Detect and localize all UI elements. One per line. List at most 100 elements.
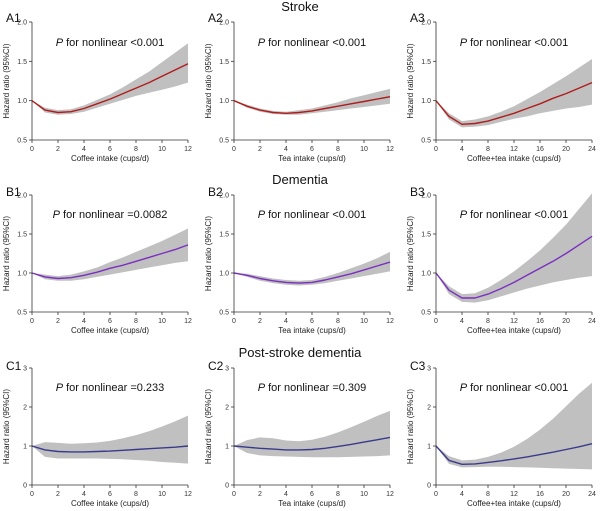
x-tick-label: 8 (336, 146, 340, 153)
x-tick-label: 12 (386, 146, 394, 153)
y-tick-label: 0.5 (421, 138, 431, 145)
x-axis-title: Coffee intake (cups/d) (71, 326, 149, 335)
y-tick-label: 2 (427, 405, 431, 412)
x-axis-title: Tea intake (cups/d) (278, 154, 346, 163)
x-tick-label: 12 (184, 491, 192, 498)
y-tick-label: 0.5 (421, 310, 431, 317)
x-axis-title: Coffee+tea intake (cups/d) (467, 154, 561, 163)
x-tick-label: 8 (486, 318, 490, 325)
x-tick-label: 4 (284, 318, 288, 325)
x-tick-label: 4 (284, 146, 288, 153)
x-tick-label: 10 (360, 491, 368, 498)
p-symbol: P (258, 37, 266, 49)
x-tick-label: 4 (284, 491, 288, 498)
p-nonlinear-note: P for nonlinear =0.309 (258, 382, 367, 394)
x-tick-label: 24 (588, 146, 596, 153)
confidence-band (32, 228, 188, 281)
x-tick-label: 12 (510, 491, 518, 498)
panel-b2: B2 0.5 1.0 1.5 2.0 0 2 4 6 8 10 12 Tea intake (cups/… (204, 185, 394, 335)
y-axis-title: Hazard ratio (95%CI) (406, 389, 415, 464)
y-tick-label: 2.0 (219, 20, 229, 27)
x-axis-title: Coffee intake (cups/d) (71, 499, 149, 508)
y-tick-label: 2.0 (219, 193, 229, 200)
hazard-ratio-line (233, 261, 391, 284)
x-tick-label: 10 (360, 318, 368, 325)
p-symbol: P (460, 382, 468, 394)
hazard-ratio-line (435, 235, 593, 299)
x-axis-title: Tea intake (cups/d) (278, 326, 346, 335)
confidence-band (234, 88, 390, 115)
x-tick-label: 12 (184, 318, 192, 325)
y-tick-label: 3 (23, 366, 27, 373)
y-axis-title: Hazard ratio (95%CI) (2, 389, 11, 464)
p-symbol: P (258, 209, 266, 221)
confidence-band (436, 193, 592, 303)
x-tick-label: 2 (258, 146, 262, 153)
p-symbol: P (53, 209, 61, 221)
row-title-post-stroke-dementia: Post-stroke dementia (239, 345, 363, 360)
x-tick-label: 4 (460, 146, 464, 153)
y-tick-label: 1 (427, 444, 431, 451)
hazard-ratio-line (435, 443, 593, 465)
x-tick-label: 6 (310, 146, 314, 153)
panel-label: A2 (208, 11, 223, 25)
y-tick-label: 1.0 (17, 271, 27, 278)
p-value-text: for nonlinear <0.001 (63, 37, 164, 49)
x-tick-label: 10 (158, 318, 166, 325)
x-tick-label: 8 (336, 318, 340, 325)
y-tick-label: 0.5 (17, 310, 27, 317)
x-tick-label: 10 (158, 491, 166, 498)
y-tick-label: 0.5 (219, 310, 229, 317)
hazard-ratio-line (233, 436, 391, 451)
x-tick-label: 20 (562, 318, 570, 325)
p-symbol: P (56, 37, 64, 49)
panel-label: B3 (410, 185, 425, 199)
p-nonlinear-note: P for nonlinear <0.001 (460, 37, 569, 49)
p-value-text: for nonlinear <0.001 (467, 382, 568, 394)
confidence-band (436, 59, 592, 128)
x-axis-title: Coffee+tea intake (cups/d) (467, 326, 561, 335)
y-tick-label: 3 (427, 366, 431, 373)
p-nonlinear-note: P for nonlinear =0.233 (56, 382, 165, 394)
x-tick-label: 0 (232, 318, 236, 325)
y-tick-label: 1.0 (421, 271, 431, 278)
confidence-band (32, 43, 188, 115)
p-value-text: for nonlinear <0.001 (467, 37, 568, 49)
y-tick-label: 0.5 (219, 138, 229, 145)
x-tick-label: 8 (486, 491, 490, 498)
x-tick-label: 12 (510, 146, 518, 153)
p-value-text: for nonlinear =0.233 (63, 382, 164, 394)
y-axis-title: Hazard ratio (95%CI) (2, 216, 11, 291)
y-tick-label: 1.5 (17, 232, 27, 239)
x-tick-label: 0 (232, 146, 236, 153)
x-tick-label: 4 (82, 491, 86, 498)
x-tick-label: 24 (588, 318, 596, 325)
p-value-text: for nonlinear =0.0082 (60, 209, 167, 221)
x-tick-label: 6 (310, 491, 314, 498)
x-tick-label: 2 (56, 318, 60, 325)
p-value-text: for nonlinear =0.309 (265, 382, 366, 394)
y-tick-label: 2.0 (17, 193, 27, 200)
y-tick-label: 2 (225, 405, 229, 412)
p-symbol: P (460, 209, 468, 221)
row-title-stroke: Stroke (281, 0, 319, 14)
y-tick-label: 2.0 (421, 20, 431, 27)
y-tick-label: 2.0 (421, 193, 431, 200)
panel-label: C3 (410, 359, 426, 373)
hazard-ratio-line (31, 244, 189, 280)
p-value-text: for nonlinear <0.001 (265, 37, 366, 49)
x-tick-label: 16 (536, 491, 544, 498)
panel-label: A3 (410, 11, 425, 25)
x-tick-label: 0 (30, 491, 34, 498)
x-tick-label: 6 (108, 318, 112, 325)
x-tick-label: 10 (158, 146, 166, 153)
x-tick-label: 2 (56, 146, 60, 153)
confidence-band (436, 382, 592, 470)
y-axis-title: Hazard ratio (95%CI) (406, 43, 415, 118)
y-tick-label: 1.5 (219, 59, 229, 66)
x-tick-label: 2 (258, 318, 262, 325)
x-tick-label: 2 (56, 491, 60, 498)
p-symbol: P (258, 382, 266, 394)
x-tick-label: 6 (108, 491, 112, 498)
